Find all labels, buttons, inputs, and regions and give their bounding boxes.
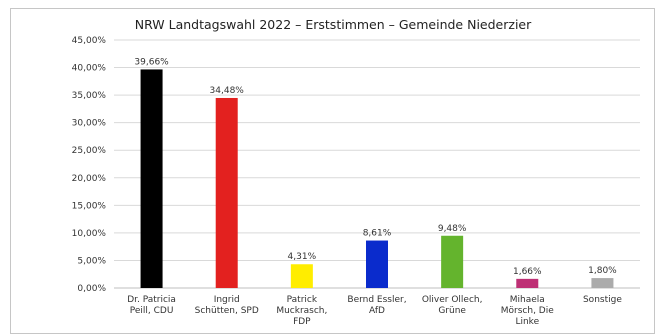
data-label: 9,48%: [438, 224, 467, 234]
data-labels: 39,66% 34,48% 4,31% 8,61% 9,48% 1,66% 1,80%: [134, 57, 617, 276]
category-label: Bernd Essler, AfD: [347, 295, 406, 316]
category-label: Oliver Ollech, Grüne: [422, 295, 483, 316]
data-label: 34,48%: [210, 86, 245, 96]
y-tick-label: 10,00%: [72, 229, 107, 239]
chart-title: NRW Landtagswahl 2022 – Erststimmen – Ge…: [135, 17, 532, 32]
bar-chart: NRW Landtagswahl 2022 – Erststimmen – Ge…: [72, 17, 640, 327]
chart-frame: NRW Landtagswahl 2022 – Erststimmen – Ge…: [10, 8, 655, 334]
bar: [591, 278, 614, 288]
y-axis-ticks: 0,00% 5,00% 10,00% 15,00% 20,00% 25,00% 30,00%…: [72, 36, 107, 294]
data-label: 8,61%: [363, 229, 392, 239]
y-tick-label: 45,00%: [72, 36, 107, 46]
data-label: 4,31%: [288, 252, 317, 262]
bar: [441, 235, 464, 288]
bar: [215, 97, 238, 288]
category-label: Dr. Patricia Peill, CDU: [127, 295, 176, 316]
data-label: 1,80%: [588, 266, 617, 276]
y-tick-label: 0,00%: [77, 284, 106, 294]
bar: [516, 278, 539, 288]
category-label: Sonstige: [583, 295, 622, 305]
y-tick-label: 40,00%: [72, 64, 107, 74]
y-tick-label: 30,00%: [72, 119, 107, 129]
gridlines: [114, 39, 640, 289]
bar: [140, 69, 163, 288]
bar: [290, 264, 313, 288]
bars: [140, 69, 614, 288]
y-tick-label: 25,00%: [72, 146, 107, 156]
x-axis-categories: Dr. Patricia Peill, CDU Ingrid Schütten, SP…: [127, 295, 622, 327]
category-label: Mihaela Mörsch, Die Linke: [501, 295, 554, 327]
data-label: 39,66%: [134, 57, 169, 67]
y-tick-label: 15,00%: [72, 201, 107, 211]
category-label: Patrick Muckrasch, FDP: [276, 295, 327, 327]
y-tick-label: 5,00%: [77, 256, 106, 266]
y-tick-label: 35,00%: [72, 91, 107, 101]
category-label: Ingrid Schütten, SPD: [195, 295, 259, 316]
bar: [366, 240, 388, 288]
y-tick-label: 20,00%: [72, 174, 107, 184]
data-label: 1,66%: [513, 267, 542, 277]
